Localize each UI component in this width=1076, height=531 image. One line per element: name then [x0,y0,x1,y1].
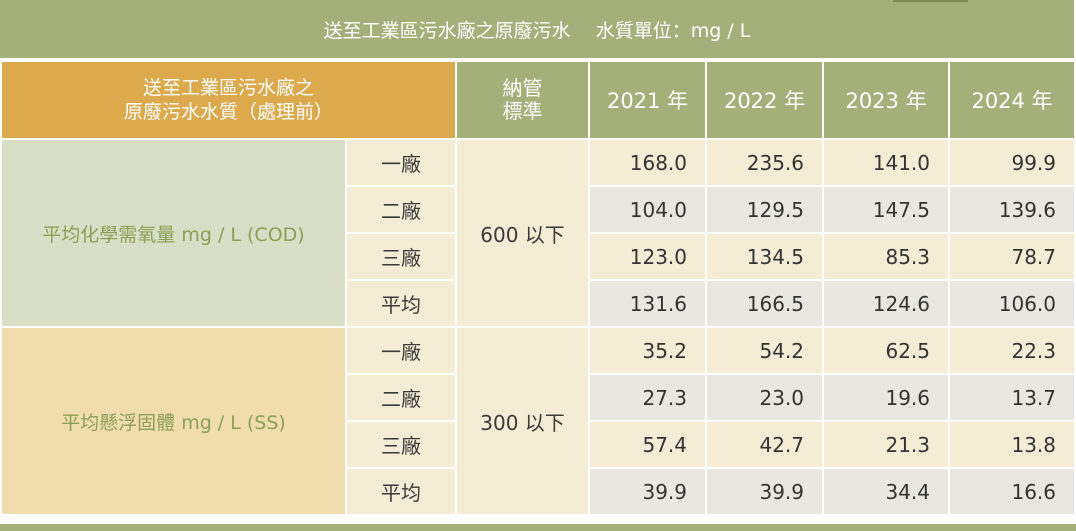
table-row: 平均 131.6 166.5 124.6 106.0 [1,279,1076,328]
value-cell: 27.3 [588,373,708,422]
value-cell: 78.7 [948,232,1076,281]
value-cell: 35.2 [588,326,708,375]
value-cell: 104.0 [588,185,708,234]
plant-label: 平均 [344,467,458,516]
plant-label: 三廠 [344,420,458,469]
value-cell: 147.5 [822,185,951,234]
year-header-2021: 2021 年 [588,60,708,140]
year-header-2022: 2022 年 [705,60,825,140]
value-cell: 129.5 [705,185,825,234]
plant-label: 三廠 [344,232,458,281]
bottom-rule [0,524,1076,531]
value-cell: 131.6 [588,279,708,328]
table-row: 三廠 123.0 134.5 85.3 78.7 [1,232,1076,281]
plant-label: 二廠 [344,373,458,422]
value-cell: 16.6 [948,467,1076,516]
year-header-2024: 2024 年 [948,60,1076,140]
standard-header-line2: 標準 [502,99,543,123]
header-row: 送至工業區污水廠之 原廢污水水質（處理前） 納管 標準 2021 年 2022 … [0,60,1076,140]
value-cell: 168.0 [588,138,708,187]
table-row: 三廠 57.4 42.7 21.3 13.8 [1,420,1076,469]
value-cell: 22.3 [948,326,1076,375]
category-cod: 平均化學需氧量 mg / L (COD) [0,138,347,328]
value-cell: 54.2 [705,326,825,375]
value-cell: 39.9 [588,467,708,516]
value-cell: 235.6 [705,138,825,187]
table-row: 二廠 104.0 129.5 147.5 139.6 [1,185,1076,234]
plant-label: 二廠 [344,185,458,234]
plant-label: 平均 [344,279,458,328]
value-cell: 19.6 [822,373,951,422]
value-cell: 13.8 [948,420,1076,469]
year-header-2023: 2023 年 [822,60,951,140]
value-cell: 166.5 [705,279,825,328]
standard-header-line1: 納管 [502,76,543,100]
value-cell: 106.0 [948,279,1076,328]
category-ss: 平均懸浮固體 mg / L (SS) [0,326,347,516]
value-cell: 139.6 [948,185,1076,234]
standard-value-ss: 300 以下 [455,326,591,516]
value-cell: 85.3 [822,232,951,281]
table-row: 平均懸浮固體 mg / L (SS) 一廠 300 以下 35.2 54.2 6… [0,326,1076,516]
value-cell: 57.4 [588,420,708,469]
standard-value-cod: 600 以下 [455,138,591,328]
value-cell: 99.9 [948,138,1076,187]
corner-header: 送至工業區污水廠之 原廢污水水質（處理前） [0,60,458,140]
table-row: 平均化學需氧量 mg / L (COD) 一廠 600 以下 168.0 235… [0,138,1076,328]
corner-header-line1: 送至工業區污水廠之 [143,77,315,99]
value-cell: 123.0 [588,232,708,281]
value-cell: 34.4 [822,467,951,516]
value-cell: 39.9 [705,467,825,516]
value-cell: 21.3 [822,420,951,469]
table-row: 二廠 27.3 23.0 19.6 13.7 [1,373,1076,422]
value-cell: 62.5 [822,326,951,375]
value-cell: 141.0 [822,138,951,187]
value-cell: 23.0 [705,373,825,422]
water-quality-table: 送至工業區污水廠之 原廢污水水質（處理前） 納管 標準 2021 年 2022 … [0,60,1076,516]
value-cell: 13.7 [948,373,1076,422]
title-accent-line [893,0,968,2]
corner-header-line2: 原廢污水水質（處理前） [124,101,334,123]
table-row: 平均 39.9 39.9 34.4 16.6 [1,467,1076,516]
plant-label: 一廠 [344,138,458,187]
plant-label: 一廠 [344,326,458,375]
value-cell: 124.6 [822,279,951,328]
standard-header: 納管 標準 [455,60,591,140]
value-cell: 134.5 [705,232,825,281]
table-title: 送至工業區污水廠之原廢污水 水質單位：mg / L [0,0,1076,58]
value-cell: 42.7 [705,420,825,469]
